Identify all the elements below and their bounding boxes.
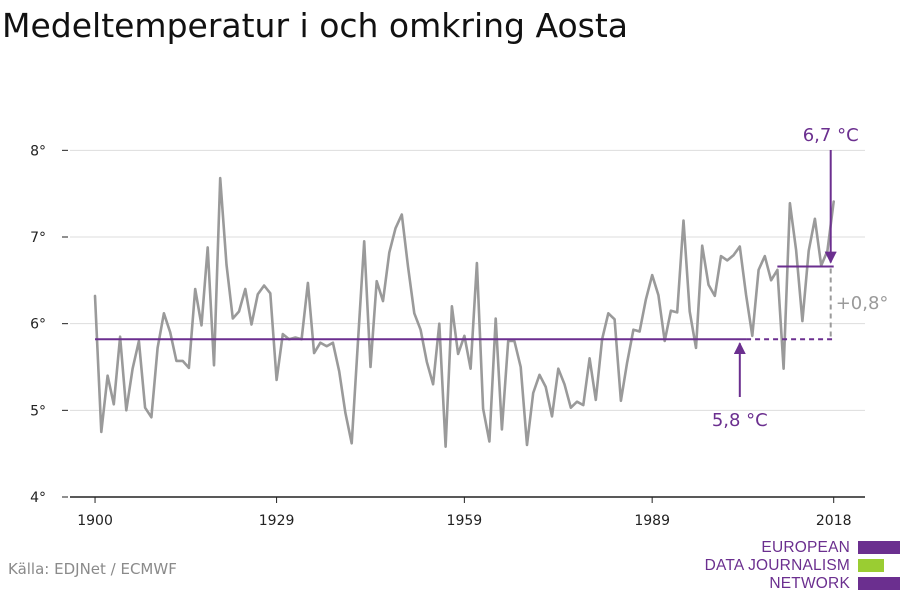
logo-bar-middle [858,559,884,572]
logo-line-data-journalism: DATA JOURNALISM [704,557,850,574]
temperature-series-line [93,176,836,449]
difference-label: +0,8° [836,293,889,314]
logo-line-network: NETWORK [769,575,850,592]
recent-annotation-label: 6,7 °C [803,125,859,146]
temperature-chart: 4° 5° 6° 7° 8° 1900 1929 1959 1989 2018 +0,8° 5,8 °… [30,125,889,529]
chart-title: Medeltemperatur i och omkring Aosta [2,6,629,45]
y-tick-label: 4° [30,490,46,506]
source-note: Källa: EDJNet / ECMWF [8,560,177,578]
y-tick-label: 6° [30,317,46,333]
x-tick-label: 2018 [816,513,852,529]
x-tick-label: 1959 [447,513,483,529]
x-tick-label: 1929 [259,513,295,529]
logo-line-european: EUROPEAN [761,539,850,556]
baseline-annotation-label: 5,8 °C [712,410,768,431]
y-tick-label: 5° [30,403,46,419]
y-tick-label: 8° [30,143,46,159]
x-tick-label: 1900 [77,513,113,529]
edjnet-logo: EUROPEAN DATA JOURNALISM NETWORK [700,538,900,596]
y-tick-label: 7° [30,230,46,246]
logo-bar-bottom [858,577,900,590]
x-tick-label: 1989 [634,513,670,529]
logo-bar-top [858,541,900,554]
